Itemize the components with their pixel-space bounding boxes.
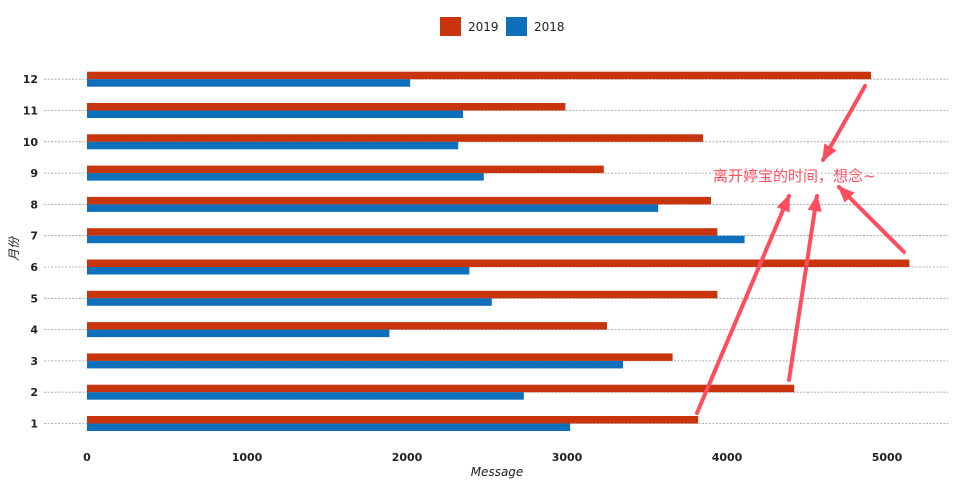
bar-2018-month-11 <box>87 110 463 118</box>
annotation-arrow-head <box>822 143 837 162</box>
annotation-arrow-head <box>837 185 855 203</box>
bar-2019-month-10 <box>87 134 703 142</box>
y-tick-label: 6 <box>30 261 38 274</box>
bar-2019-month-1 <box>87 416 699 424</box>
y-tick-label: 1 <box>30 418 38 431</box>
bar-2018-month-1 <box>87 423 571 431</box>
annotation-arrow-line <box>787 194 819 382</box>
bar-2019-month-9 <box>87 165 604 174</box>
bar-2019-month-7 <box>87 228 718 236</box>
bar-2018-month-6 <box>87 267 470 275</box>
bars <box>87 71 910 431</box>
bar-2018-month-5 <box>87 298 492 306</box>
y-tick-label: 4 <box>30 324 38 337</box>
legend-label-2019: 2019 <box>468 20 499 34</box>
x-tick-label: 0 <box>83 451 91 464</box>
x-tick-label: 3000 <box>552 451 583 464</box>
x-axis-label: Message <box>471 465 524 479</box>
y-tick-label: 11 <box>23 105 38 118</box>
annotation-arrow-head <box>776 194 790 213</box>
y-tick-label: 12 <box>23 73 38 86</box>
bar-2018-month-10 <box>87 141 459 150</box>
bar-2019-month-6 <box>87 259 910 267</box>
legend-swatch-2019 <box>440 17 461 36</box>
annotation-arrows <box>695 84 906 415</box>
bar-2019-month-2 <box>87 384 795 393</box>
x-tick-label: 1000 <box>232 451 263 464</box>
x-tick-label: 5000 <box>872 451 903 464</box>
y-tick-label: 3 <box>30 355 38 368</box>
bar-2018-month-3 <box>87 360 623 369</box>
grid-lines <box>44 78 948 424</box>
bar-2019-month-11 <box>87 103 566 111</box>
y-tick-label: 9 <box>30 167 38 180</box>
bar-2018-month-12 <box>87 79 411 87</box>
annotation-text: 离开婷宝的时间，想念~ <box>713 167 876 185</box>
bar-2018-month-7 <box>87 235 745 244</box>
y-tick-label: 8 <box>30 198 38 211</box>
x-tick-label: 4000 <box>712 451 743 464</box>
bar-2019-month-5 <box>87 290 718 299</box>
bar-2018-month-4 <box>87 329 390 338</box>
bar-2019-month-8 <box>87 196 711 205</box>
x-tick-labels: 0 1000 2000 3000 4000 5000 <box>83 451 902 464</box>
annotation-arrow-line <box>837 185 906 254</box>
annotation-arrow-line <box>695 194 791 415</box>
bar-2018-month-2 <box>87 392 524 400</box>
x-tick-label: 2000 <box>392 451 423 464</box>
bar-2019-month-3 <box>87 353 673 361</box>
y-axis-label: 月份 <box>7 235 21 261</box>
y-tick-label: 7 <box>30 230 38 243</box>
bar-2019-month-4 <box>87 322 607 330</box>
y-tick-label: 2 <box>30 386 38 399</box>
legend-label-2018: 2018 <box>534 20 565 34</box>
y-tick-label: 10 <box>23 136 39 149</box>
legend-swatch-2018 <box>506 17 527 36</box>
bar-2018-month-9 <box>87 173 484 181</box>
annotation-arrow-head <box>807 194 822 212</box>
bar-2018-month-8 <box>87 204 659 212</box>
legend: 2019 2018 <box>440 17 565 36</box>
y-tick-label: 5 <box>30 292 38 305</box>
bar-2019-month-12 <box>87 71 871 80</box>
